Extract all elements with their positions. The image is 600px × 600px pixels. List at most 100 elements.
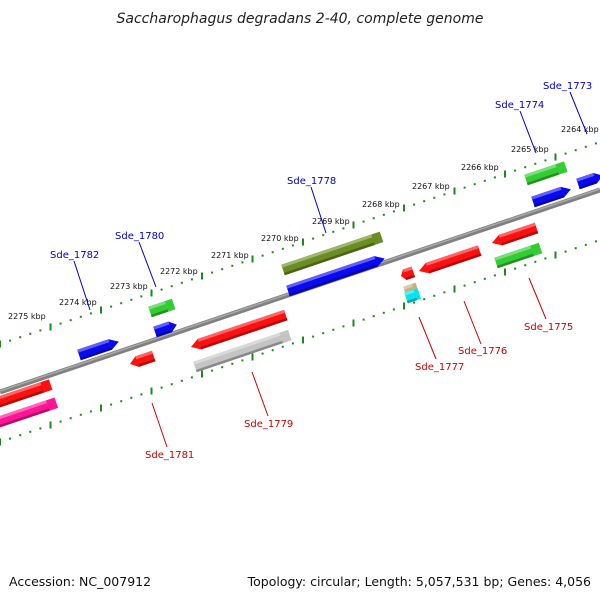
outer-tick-minor	[170, 285, 173, 288]
inner-tick-minor	[291, 342, 294, 345]
outer-tick-minor	[120, 302, 123, 305]
gene-arrow-blue[interactable]	[286, 253, 386, 297]
outer-tick-minor	[524, 166, 527, 169]
gene-arrow-red[interactable]	[128, 350, 156, 369]
kbp-label: 2270 kbp	[261, 234, 299, 243]
gene-arrow-red[interactable]	[490, 222, 539, 248]
outer-tick-minor	[483, 179, 486, 182]
gene-arrow-blue-shade	[288, 264, 378, 297]
gene-label-sde-1780[interactable]: Sde_1780	[115, 231, 164, 242]
outer-tick-minor	[322, 234, 325, 237]
inner-tick-major	[554, 251, 557, 259]
kbp-label: 2272 kbp	[160, 267, 198, 276]
gene-label-sde-1779[interactable]: Sde_1779	[244, 419, 293, 430]
inner-tick-minor	[342, 325, 345, 328]
gene-arrow-red-shade	[428, 253, 482, 274]
gene-label-sde-1777[interactable]: Sde_1777	[415, 362, 464, 373]
gene-label-sde-1774[interactable]: Sde_1774	[495, 100, 544, 111]
gene-label-sde-1778[interactable]: Sde_1778	[287, 176, 336, 187]
inner-tick-minor	[423, 298, 426, 301]
gene-box-tan-highlight	[403, 283, 413, 290]
inner-tick-minor	[524, 264, 527, 267]
outer-tick-minor	[190, 278, 193, 281]
outer-tick-minor	[372, 217, 375, 220]
outer-tick-minor	[69, 319, 72, 322]
gene-arrow-red-shade	[0, 390, 44, 411]
gene-box-gray[interactable]	[193, 329, 292, 373]
gene-arrow-olive[interactable]	[281, 231, 384, 276]
inner-tick-minor	[433, 294, 436, 297]
outer-tick-major	[150, 289, 153, 297]
outer-tick-minor	[39, 329, 42, 332]
gene-box-cyan-highlight	[404, 289, 415, 296]
gene-box-cyan[interactable]	[404, 288, 422, 304]
gene-label-sde-1776[interactable]: Sde_1776	[458, 346, 507, 357]
kbp-labels: 2264 kbp 2265 kbp 2266 kbp 2267 kbp 2268…	[8, 125, 599, 321]
gene-label-sde-1775[interactable]: Sde_1775	[524, 322, 573, 333]
gene-arrow-blue-shade	[79, 347, 113, 361]
inner-tick-minor	[322, 332, 325, 335]
gene-arrow-green-body	[494, 242, 543, 269]
inner-tick-minor	[39, 427, 42, 430]
top-gene-labels: Sde_1773 Sde_1774 Sde_1778 Sde_1780 Sde_…	[50, 81, 592, 261]
outer-tick-minor	[584, 145, 587, 148]
gene-arrow-olive-body	[281, 231, 384, 276]
gene-arrow-green[interactable]	[148, 298, 176, 318]
outer-tick-minor	[271, 251, 274, 254]
gene-arrow-blue-highlight	[153, 321, 170, 330]
outer-tick-major	[302, 238, 304, 246]
gene-arrow-red[interactable]	[399, 266, 416, 282]
outer-tick-major	[0, 340, 1, 348]
gene-arrow-red-highlight	[135, 350, 153, 360]
inner-tick-major	[0, 438, 1, 446]
gene-box-gray-highlight	[193, 332, 281, 365]
gene-arrow-green[interactable]	[494, 242, 543, 269]
gene-arrow-red[interactable]	[189, 309, 288, 352]
gene-label-sde-1781[interactable]: Sde_1781	[145, 450, 194, 461]
outer-tick-minor	[89, 312, 92, 315]
inner-tick-minor	[29, 430, 32, 433]
kbp-label: 2275 kbp	[8, 312, 46, 321]
outer-tick-major	[352, 221, 355, 229]
inner-tick-row	[0, 240, 597, 446]
outer-tick-minor	[9, 339, 12, 342]
outer-tick-major	[100, 306, 102, 314]
outer-tick-minor	[392, 210, 395, 213]
outer-tick-major	[504, 170, 506, 178]
gene-arrow-green[interactable]	[524, 161, 568, 186]
gene-arrow-blue-highlight	[576, 172, 595, 182]
outer-tick-minor	[473, 183, 476, 186]
gene-arrow-blue[interactable]	[576, 170, 600, 190]
inner-tick-minor	[19, 434, 22, 437]
inner-tick-minor	[120, 400, 123, 403]
gene-arrow-blue[interactable]	[153, 319, 178, 338]
gene-arrow-red[interactable]	[417, 245, 482, 276]
gene-label-sde-1782[interactable]: Sde_1782	[50, 250, 99, 261]
gene-arrow-red[interactable]	[0, 379, 53, 411]
inner-tick-minor	[9, 437, 12, 440]
outer-tick-minor	[342, 227, 345, 230]
inner-tick-minor	[483, 277, 486, 280]
outer-tick-minor	[211, 271, 214, 274]
gene-arrow-blue-body	[531, 186, 571, 208]
inner-tick-major	[201, 370, 203, 378]
gene-arrow-green-highlight	[494, 245, 532, 261]
outer-tick-minor	[362, 220, 365, 223]
inner-tick-minor	[392, 308, 395, 311]
gene-box-pink-shade	[0, 408, 50, 431]
outer-tick-minor	[130, 298, 133, 301]
inner-tick-minor	[231, 362, 234, 365]
gene-label-sde-1773[interactable]: Sde_1773	[543, 81, 592, 92]
inner-tick-minor	[312, 335, 315, 338]
gene-box-pink[interactable]	[0, 397, 59, 431]
inner-tick-minor	[140, 393, 143, 396]
gene-arrow-blue[interactable]	[531, 184, 572, 208]
gene-arrow-blue[interactable]	[77, 336, 120, 361]
inner-tick-minor	[544, 257, 547, 260]
inner-tick-minor	[574, 247, 577, 250]
outer-tick-minor	[433, 196, 436, 199]
inner-tick-minor	[160, 386, 163, 389]
inner-tick-major	[251, 353, 254, 361]
inner-tick-minor	[180, 379, 183, 382]
